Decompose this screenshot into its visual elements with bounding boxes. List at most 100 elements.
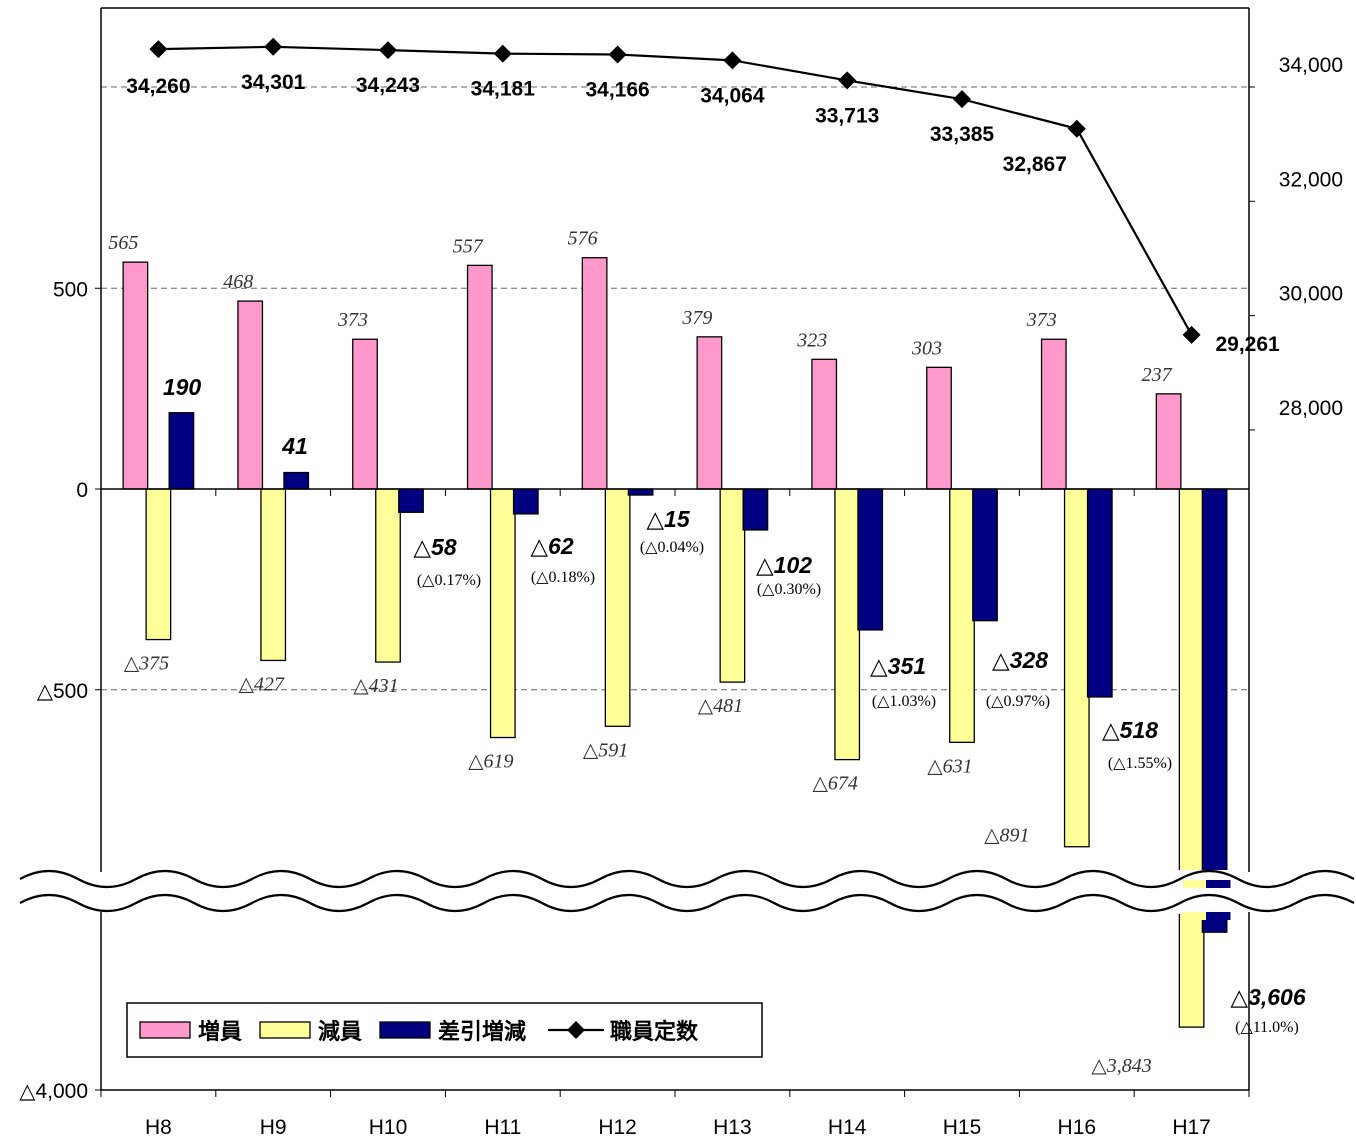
decrease-label-H8: △375 <box>124 653 169 675</box>
bar-net-H13 <box>742 488 769 531</box>
x-tick-label: H14 <box>828 1116 867 1138</box>
decrease-label-H17: △3,843 <box>1091 1055 1151 1077</box>
bar-net-H14 <box>857 488 884 631</box>
net-label-H17: △3,606 <box>1230 984 1305 1010</box>
staff-label-H9: 34,301 <box>241 71 306 94</box>
net-label-H14: △351 <box>870 653 926 679</box>
bar-net-H10 <box>398 488 424 513</box>
bar-net-H9 <box>283 471 310 490</box>
staff-label-H8: 34,260 <box>126 75 190 98</box>
bar-decrease-H16 <box>1063 488 1090 848</box>
legend-decrease-label: 減員 <box>318 1020 362 1045</box>
gridlines <box>101 86 1249 691</box>
staff-marker-H8 <box>149 40 168 59</box>
right-tick-label: 32,000 <box>1279 168 1343 191</box>
increase-label-H12: 576 <box>568 228 598 250</box>
staff-label-H11: 34,181 <box>471 78 536 101</box>
staff-marker-H10 <box>379 41 397 60</box>
staff-polyline <box>158 45 1193 336</box>
bar-decrease-H9 <box>260 488 287 662</box>
decrease-label-H13: △481 <box>698 695 743 717</box>
staff-marker-H14 <box>838 71 857 90</box>
x-tick-label: H16 <box>1058 1116 1097 1138</box>
net-label-H13: △102 <box>756 552 812 578</box>
bar-net-H17-break-top <box>1206 880 1231 888</box>
bar-increase-H9 <box>237 300 264 490</box>
left-tick-label: 500 <box>53 278 88 301</box>
decrease-label-H15: △631 <box>927 755 972 777</box>
bar-net-H8 <box>168 412 195 490</box>
staff-marker-H9 <box>264 37 283 56</box>
staff-label-H16: 32,867 <box>1003 153 1067 176</box>
legend-increase-label: 増員 <box>198 1019 242 1045</box>
bar-decrease-H17-break-top <box>1183 880 1208 888</box>
bar-increase-H15 <box>926 366 952 490</box>
bar-net-H12 <box>627 488 654 496</box>
net-percent-label-H16: (△1.55%) <box>1108 755 1172 772</box>
x-tick-label: H10 <box>369 1116 408 1138</box>
legend-net-label: 差引増減 <box>438 1019 526 1045</box>
net-percent-label-H10: (△0.17%) <box>417 572 481 589</box>
decrease-label-H16: △891 <box>984 825 1029 847</box>
decrease-label-H14: △674 <box>813 773 858 795</box>
left-tick-label: △4,000 <box>19 1080 88 1103</box>
net-percent-label-H17: (△11.0%) <box>1235 1019 1299 1036</box>
axis-break <box>19 869 1355 920</box>
bar-increase-H14 <box>811 358 838 490</box>
increase-label-H15: 303 <box>911 337 942 359</box>
increase-label-H16: 373 <box>1026 309 1057 331</box>
bar-net-H17-break-bottom <box>1206 912 1231 920</box>
bar-decrease-H17-break-bottom <box>1183 912 1208 920</box>
x-tick-label: H17 <box>1172 1116 1211 1138</box>
legend-net-swatch <box>379 1021 431 1039</box>
staff-line <box>149 37 1201 344</box>
bar-increase-H13 <box>696 336 723 490</box>
staff-marker-H12 <box>608 45 627 64</box>
net-label-H9: 41 <box>281 433 308 459</box>
net-label-H16: △518 <box>1102 717 1158 743</box>
right-tick-label: 28,000 <box>1279 397 1343 420</box>
staff-label-H13: 34,064 <box>700 84 765 107</box>
staff-marker-H13 <box>723 51 742 70</box>
staff-label-H14: 33,713 <box>815 104 879 127</box>
right-tick-label: 34,000 <box>1279 54 1343 77</box>
staff-marker-H15 <box>953 90 971 109</box>
decrease-label-H11: △619 <box>468 751 513 773</box>
staff-label-H12: 34,166 <box>585 79 649 102</box>
axis-break-band <box>20 870 1330 914</box>
bar-decrease-H8 <box>145 488 172 641</box>
bar-decrease-H10 <box>375 488 401 663</box>
net-label-H12: △15 <box>646 506 690 532</box>
legend-increase-swatch <box>139 1021 191 1039</box>
staff-label-H15: 33,385 <box>930 123 995 146</box>
increase-label-H17: 237 <box>1142 364 1173 386</box>
bar-increase-H10 <box>352 338 378 490</box>
bar-increase-H8 <box>122 261 149 490</box>
increase-label-H13: 379 <box>681 307 712 329</box>
axis-break-wave-bottom <box>19 893 1355 913</box>
left-tick-label: 0 <box>76 479 88 502</box>
legend: 増員 減員 差引増減 職員定数 <box>126 1002 763 1058</box>
net-percent-label-H12: (△0.04%) <box>640 539 704 556</box>
increase-label-H10: 373 <box>337 309 368 331</box>
legend-decrease-swatch <box>259 1021 311 1039</box>
increase-label-H11: 557 <box>453 235 484 257</box>
bars <box>122 257 1228 1028</box>
bar-net-H11 <box>512 488 539 515</box>
net-percent-label-H11: (△0.18%) <box>531 569 595 586</box>
net-percent-label-H15: (△0.97%) <box>986 693 1050 710</box>
bar-decrease-H12 <box>604 488 631 727</box>
bar-increase-H17 <box>1155 393 1182 490</box>
legend-staff-label: 職員定数 <box>610 1019 699 1045</box>
tick-labels: 500 0 △500 △4,000 34,000 32,000 30,000 28,000 H8… <box>19 54 1343 1138</box>
staff-marker-H17 <box>1182 325 1201 344</box>
bar-net-H15 <box>972 488 998 622</box>
axes <box>95 7 1255 1097</box>
decrease-label-H12: △591 <box>583 739 628 761</box>
axis-break-wave-top <box>19 869 1355 889</box>
net-percent-label-H13: (△0.30%) <box>757 581 821 598</box>
x-tick-label: H13 <box>713 1116 752 1138</box>
legend-staff-marker <box>567 1021 585 1039</box>
bar-decrease-H15 <box>949 488 975 743</box>
